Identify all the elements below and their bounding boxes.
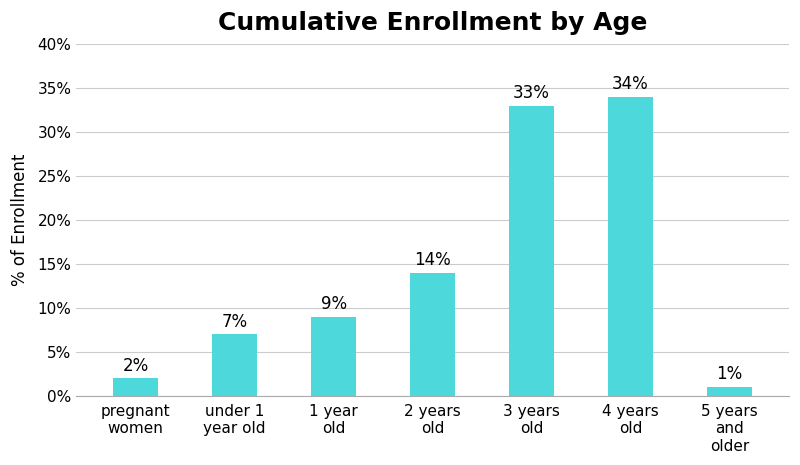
Text: 34%: 34% bbox=[612, 75, 649, 93]
Text: 33%: 33% bbox=[513, 84, 550, 102]
Text: 14%: 14% bbox=[414, 251, 451, 269]
Bar bbox=[311, 317, 356, 396]
Text: 1%: 1% bbox=[716, 365, 742, 384]
Title: Cumulative Enrollment by Age: Cumulative Enrollment by Age bbox=[218, 11, 647, 35]
Bar bbox=[608, 97, 653, 396]
Bar bbox=[510, 106, 554, 396]
Bar bbox=[114, 378, 158, 396]
Text: 2%: 2% bbox=[122, 357, 149, 375]
Y-axis label: % of Enrollment: % of Enrollment bbox=[11, 154, 29, 286]
Bar bbox=[707, 387, 752, 396]
Text: 7%: 7% bbox=[222, 312, 248, 331]
Bar bbox=[212, 334, 257, 396]
Bar bbox=[410, 272, 455, 396]
Text: 9%: 9% bbox=[321, 295, 346, 313]
